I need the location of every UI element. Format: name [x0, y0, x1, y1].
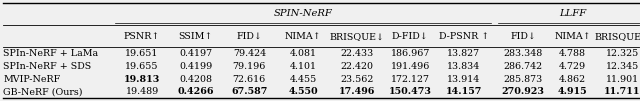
Text: 79.424: 79.424: [233, 49, 266, 58]
Text: 14.157: 14.157: [445, 87, 482, 96]
Text: MVIP-NeRF: MVIP-NeRF: [3, 75, 60, 84]
Text: 4.862: 4.862: [559, 75, 586, 84]
Text: 283.348: 283.348: [504, 49, 543, 58]
Text: 0.4208: 0.4208: [179, 75, 212, 84]
Text: 0.4266: 0.4266: [177, 87, 214, 96]
Text: 67.587: 67.587: [231, 87, 268, 96]
Text: 13.914: 13.914: [447, 75, 481, 84]
Text: NIMA↑: NIMA↑: [285, 32, 321, 41]
Text: 72.616: 72.616: [233, 75, 266, 84]
Text: 191.496: 191.496: [390, 62, 430, 71]
Text: SSIM↑: SSIM↑: [179, 32, 213, 41]
Text: FID↓: FID↓: [236, 32, 262, 41]
Text: LLFF: LLFF: [559, 9, 586, 18]
Text: BRISQUE↓: BRISQUE↓: [595, 32, 640, 41]
Text: 19.655: 19.655: [125, 62, 159, 71]
Text: 22.433: 22.433: [340, 49, 373, 58]
Text: 172.127: 172.127: [391, 75, 430, 84]
Text: SPIn-NeRF + LaMa: SPIn-NeRF + LaMa: [3, 49, 99, 58]
Text: 23.562: 23.562: [340, 75, 373, 84]
Text: 285.873: 285.873: [504, 75, 543, 84]
Text: D-PSNR ↑: D-PSNR ↑: [439, 32, 489, 41]
Text: 4.788: 4.788: [559, 49, 586, 58]
Text: 4.550: 4.550: [288, 87, 318, 96]
Text: 4.081: 4.081: [289, 49, 316, 58]
Text: PSNR↑: PSNR↑: [124, 32, 160, 41]
Text: FID↓: FID↓: [510, 32, 536, 41]
Text: 13.827: 13.827: [447, 49, 481, 58]
Text: 270.923: 270.923: [502, 87, 545, 96]
Text: 11.711: 11.711: [604, 87, 640, 96]
Text: 19.651: 19.651: [125, 49, 159, 58]
Text: 4.729: 4.729: [559, 62, 586, 71]
Text: 4.915: 4.915: [558, 87, 588, 96]
Text: 186.967: 186.967: [390, 49, 430, 58]
Text: SPIn-NeRF + SDS: SPIn-NeRF + SDS: [3, 62, 92, 71]
Text: 79.196: 79.196: [232, 62, 266, 71]
Text: 0.4197: 0.4197: [179, 49, 212, 58]
Text: 19.813: 19.813: [124, 75, 160, 84]
Text: NIMA↑: NIMA↑: [554, 32, 591, 41]
Text: 4.455: 4.455: [289, 75, 317, 84]
Text: GB-NeRF (Ours): GB-NeRF (Ours): [3, 87, 83, 96]
Text: SPIN-NeRF: SPIN-NeRF: [273, 9, 332, 18]
Text: 12.345: 12.345: [605, 62, 639, 71]
Text: D-FID↓: D-FID↓: [392, 32, 429, 41]
Text: 22.420: 22.420: [340, 62, 373, 71]
Text: 19.489: 19.489: [125, 87, 159, 96]
Text: 0.4199: 0.4199: [179, 62, 212, 71]
Text: 150.473: 150.473: [388, 87, 432, 96]
Text: 4.101: 4.101: [289, 62, 316, 71]
Text: 286.742: 286.742: [504, 62, 543, 71]
Text: BRISQUE↓: BRISQUE↓: [329, 32, 384, 41]
Text: 11.901: 11.901: [605, 75, 639, 84]
Text: 12.325: 12.325: [605, 49, 639, 58]
Text: 13.834: 13.834: [447, 62, 481, 71]
Text: 17.496: 17.496: [339, 87, 375, 96]
